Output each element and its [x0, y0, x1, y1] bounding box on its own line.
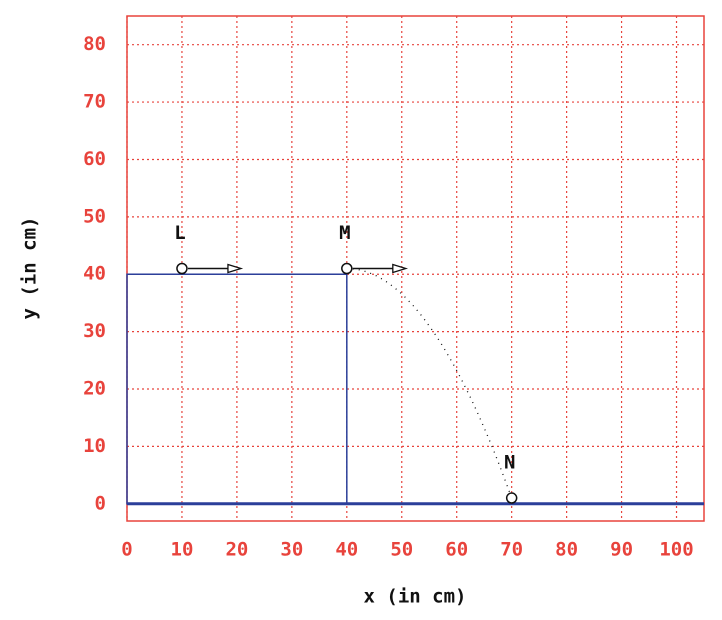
x-tick-label: 60	[445, 539, 468, 561]
y-tick-label: 80	[83, 33, 106, 55]
x-tick-label: 70	[500, 539, 523, 561]
y-tick-label: 70	[83, 91, 106, 113]
x-tick-label: 90	[610, 539, 633, 561]
x-tick-label: 40	[335, 539, 358, 561]
point-label: L	[174, 222, 185, 244]
y-tick-label: 60	[83, 148, 106, 170]
x-tick-label: 80	[555, 539, 578, 561]
point-label: M	[339, 222, 350, 244]
x-tick-label: 10	[171, 539, 194, 561]
trajectory	[346, 267, 513, 499]
point	[176, 262, 188, 275]
x-tick-label: 20	[225, 539, 248, 561]
plot-frame	[126, 15, 705, 522]
y-tick-label: 50	[83, 205, 106, 227]
y-tick-label: 30	[83, 320, 106, 342]
arrow-head	[227, 263, 244, 274]
y-tick-label: 0	[95, 492, 106, 514]
arrow-head	[392, 263, 409, 274]
x-tick-label: 30	[280, 539, 303, 561]
x-tick-label: 100	[659, 539, 693, 561]
y-axis-label: y (in cm)	[19, 217, 41, 320]
y-tick-label: 10	[83, 435, 106, 457]
x-axis-label: x (in cm)	[364, 586, 467, 608]
point	[341, 262, 353, 275]
x-tick-label: 50	[390, 539, 413, 561]
point	[505, 492, 518, 504]
y-tick-label: 40	[83, 263, 106, 285]
x-tick-label: 0	[121, 539, 132, 561]
y-tick-label: 20	[83, 378, 106, 400]
point-label: N	[504, 452, 515, 474]
